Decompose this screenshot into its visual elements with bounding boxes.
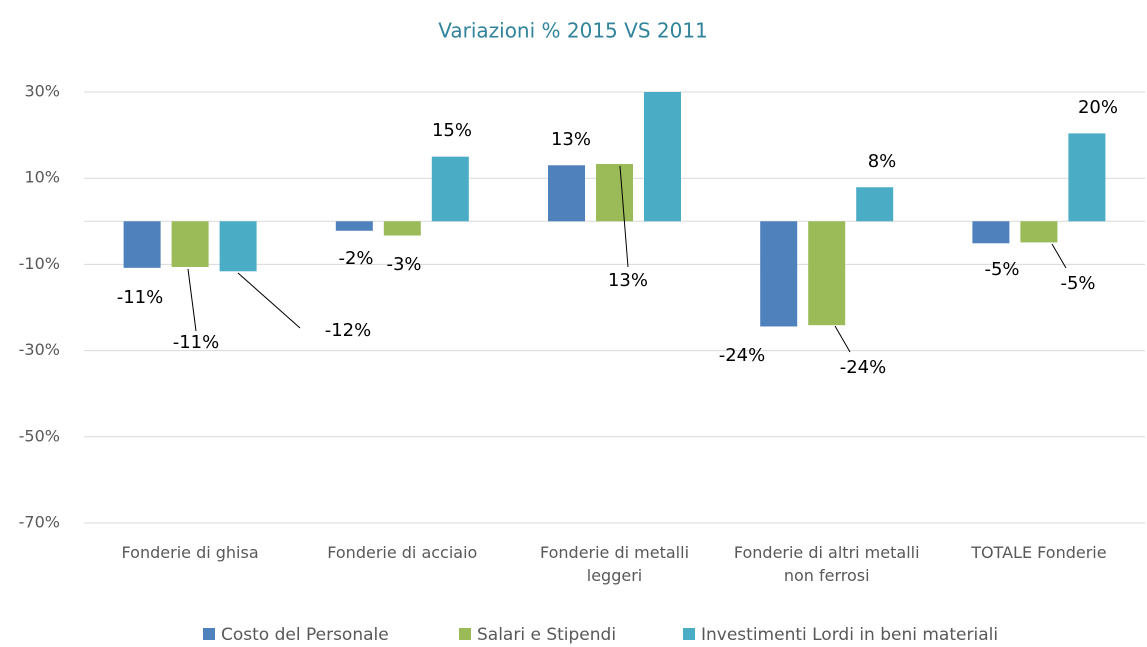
bar <box>123 221 161 268</box>
x-tick-label: TOTALE Fonderie <box>971 543 1107 562</box>
leader-line <box>1051 243 1067 269</box>
data-label: -24% <box>840 357 887 378</box>
bar <box>431 156 469 222</box>
legend-label: Costo del Personale <box>221 625 389 645</box>
data-label: -2% <box>338 248 373 269</box>
leader-line <box>187 268 197 332</box>
bar <box>335 221 373 231</box>
data-label: 13% <box>551 129 591 150</box>
x-tick-label: Fonderie di acciaio <box>327 543 478 562</box>
data-label: 20% <box>1078 97 1118 118</box>
legend-swatch <box>683 628 695 640</box>
data-label: 15% <box>432 120 472 141</box>
y-tick-label: -50% <box>19 426 60 445</box>
legend-label: Investimenti Lordi in beni materiali <box>701 625 998 645</box>
bar <box>1068 133 1106 222</box>
bar <box>972 221 1010 244</box>
data-label: 8% <box>868 151 897 172</box>
bar <box>856 187 894 222</box>
bar <box>644 92 681 222</box>
bar <box>808 221 846 326</box>
x-tick-label: Fonderie di metalli leggeri <box>539 543 690 585</box>
data-label: -5% <box>984 259 1019 280</box>
bar <box>219 221 257 272</box>
data-label: -3% <box>386 254 421 275</box>
data-label: -5% <box>1060 273 1095 294</box>
data-label: -12% <box>325 320 372 341</box>
y-tick-label: -70% <box>19 513 60 532</box>
legend-swatch <box>203 628 215 640</box>
bar <box>548 165 585 222</box>
y-tick-label: 30% <box>24 82 60 101</box>
data-label: -11% <box>117 287 164 308</box>
data-label: 13% <box>608 270 648 291</box>
leader-line <box>619 165 629 268</box>
y-tick-label: -30% <box>19 340 60 359</box>
x-tick-label: Fonderie di altri metalli non ferrosi <box>733 543 920 585</box>
leader-line <box>237 272 301 329</box>
data-label: -11% <box>173 332 220 353</box>
legend-label: Salari e Stipendi <box>477 625 616 645</box>
bar <box>383 221 421 236</box>
legend-swatch <box>459 628 471 640</box>
data-label: -24% <box>719 345 766 366</box>
x-tick-label: Fonderie di ghisa <box>121 543 259 562</box>
bar <box>760 221 798 327</box>
y-tick-label: 10% <box>24 168 60 187</box>
chart-title: Variazioni % 2015 VS 2011 <box>438 19 708 43</box>
bar <box>171 221 209 267</box>
y-tick-label: -10% <box>19 254 60 273</box>
leader-line <box>834 325 851 353</box>
bar <box>596 163 633 222</box>
bar <box>1020 221 1058 243</box>
